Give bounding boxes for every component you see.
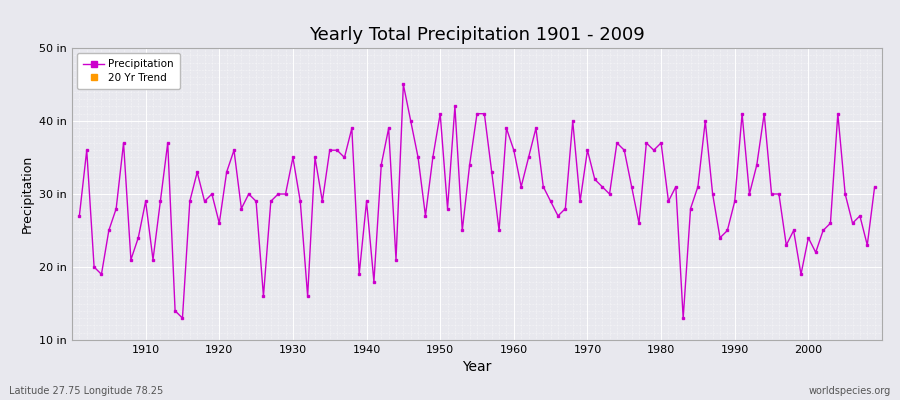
Text: worldspecies.org: worldspecies.org	[809, 386, 891, 396]
Legend: Precipitation, 20 Yr Trend: Precipitation, 20 Yr Trend	[77, 53, 180, 89]
Y-axis label: Precipitation: Precipitation	[21, 155, 33, 233]
Title: Yearly Total Precipitation 1901 - 2009: Yearly Total Precipitation 1901 - 2009	[309, 26, 645, 44]
Text: Latitude 27.75 Longitude 78.25: Latitude 27.75 Longitude 78.25	[9, 386, 163, 396]
X-axis label: Year: Year	[463, 360, 491, 374]
